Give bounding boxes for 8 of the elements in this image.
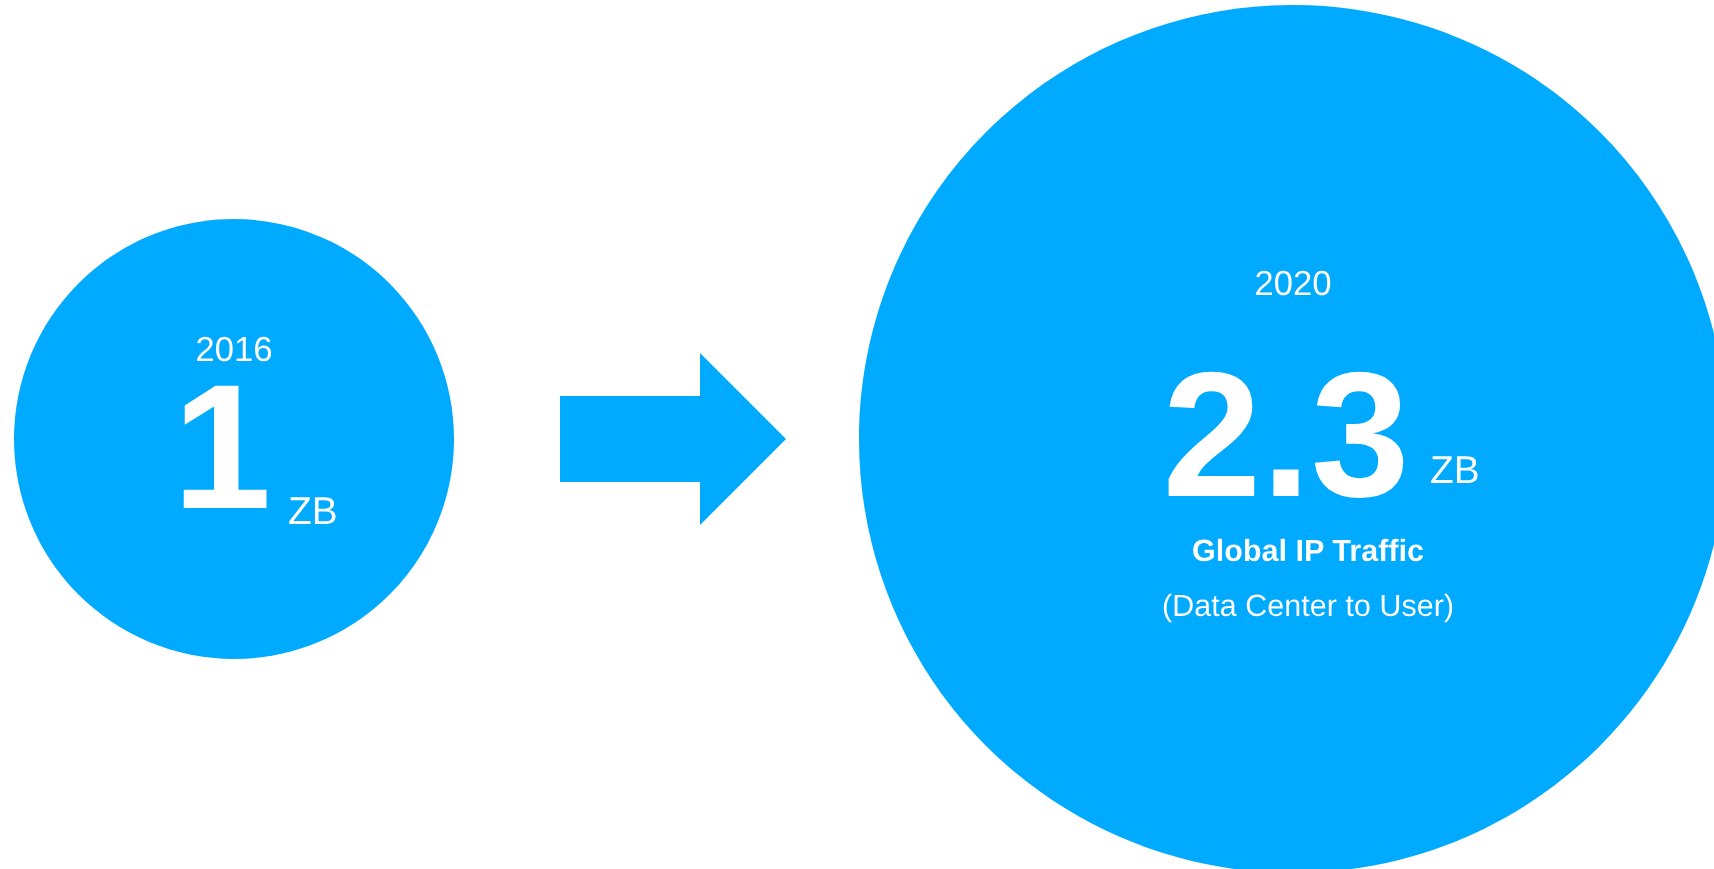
- category-label: 2020: [1256, 270, 1331, 296]
- text: ZB: [289, 497, 336, 525]
- category-label: 2016: [197, 336, 272, 362]
- text: Global IP Traffic: [1193, 538, 1424, 562]
- data-label: 2.3: [1168, 371, 1404, 498]
- data-label: 1: [183, 385, 267, 508]
- text: (Data Center to User): [1163, 593, 1453, 623]
- text: ZB: [1431, 456, 1478, 484]
